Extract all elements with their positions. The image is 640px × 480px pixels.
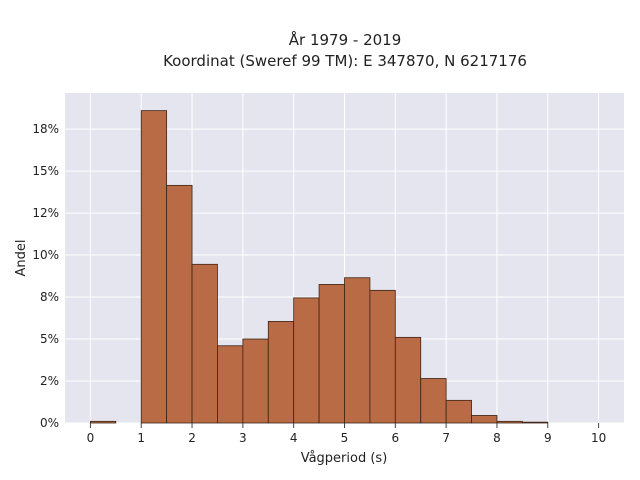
histogram-bar [166, 184, 193, 424]
x-tick-label: 10 [591, 431, 606, 445]
histogram-bar [496, 420, 523, 424]
x-tick-label: 3 [239, 431, 247, 445]
y-tick-label: 18% [32, 122, 59, 136]
histogram-bars [90, 110, 549, 424]
histogram-bar [420, 378, 447, 424]
histogram-bar [344, 277, 371, 424]
y-tick-label: 10% [32, 248, 59, 262]
histogram-bar [369, 289, 396, 424]
y-tick-label: 8% [40, 290, 59, 304]
x-tick-label: 5 [341, 431, 349, 445]
y-tick-label: 2% [40, 374, 59, 388]
histogram-bar [242, 338, 269, 424]
histogram-bar [217, 345, 244, 424]
histogram-bar [293, 297, 320, 424]
x-tick-label: 0 [87, 431, 95, 445]
histogram-bar [471, 415, 498, 424]
histogram-bar [445, 399, 472, 424]
x-tick-label: 9 [544, 431, 552, 445]
histogram-bar [318, 284, 345, 424]
histogram-bar [521, 421, 549, 424]
x-tick-label: 2 [188, 431, 196, 445]
y-tick-label: 15% [32, 164, 59, 178]
x-tick-label: 1 [137, 431, 145, 445]
y-axis-ticks: 0% 2% 5% 8% 10% 12% 15% 18% [32, 122, 59, 430]
y-axis-label: Andel [14, 240, 29, 277]
y-tick-label: 12% [32, 206, 59, 220]
x-axis-ticks: 0 1 2 3 4 5 6 7 8 9 10 [87, 423, 606, 445]
y-tick-label: 5% [40, 332, 59, 346]
histogram-bar [140, 110, 168, 424]
x-tick-label: 6 [391, 431, 399, 445]
histogram-bar [267, 320, 295, 424]
x-tick-label: 4 [290, 431, 298, 445]
histogram-bar [394, 336, 422, 424]
x-axis-label: Vågperiod (s) [301, 451, 388, 466]
histogram-bar [90, 420, 117, 424]
chart-title-line1: År 1979 - 2019 [289, 30, 402, 49]
histogram-bar [191, 263, 218, 424]
x-tick-label: 7 [442, 431, 450, 445]
x-tick-label: 8 [493, 431, 501, 445]
chart-title-line2: Koordinat (Sweref 99 TM): E 347870, N 62… [163, 52, 527, 70]
y-tick-label: 0% [40, 416, 59, 430]
